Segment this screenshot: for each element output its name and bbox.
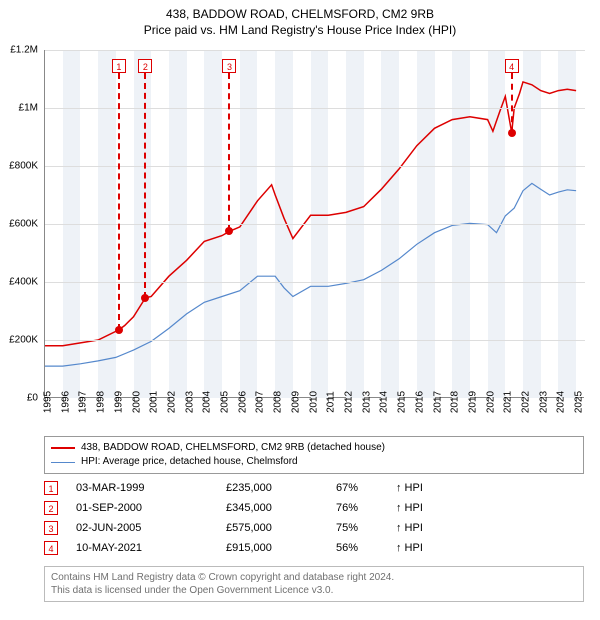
sale-row-hpi: ↑ HPI — [396, 482, 584, 494]
sale-marker-line — [118, 73, 120, 330]
legend-swatch — [51, 447, 75, 449]
sale-marker-box: 4 — [505, 59, 519, 73]
x-axis-label: 2023 — [538, 391, 549, 413]
title-line-1: 438, BADDOW ROAD, CHELMSFORD, CM2 9RB — [0, 6, 600, 22]
grid-line — [45, 340, 585, 341]
legend-swatch — [51, 462, 75, 463]
x-axis-label: 2005 — [220, 391, 231, 413]
y-axis-label: £400K — [0, 277, 38, 288]
sale-row-hpi: ↑ HPI — [396, 502, 584, 514]
x-axis-label: 2008 — [273, 391, 284, 413]
sale-marker-line — [144, 73, 146, 298]
legend-row: 438, BADDOW ROAD, CHELMSFORD, CM2 9RB (d… — [51, 441, 577, 455]
sale-row: 3 02-JUN-2005£575,00075%↑ HPI — [44, 518, 584, 538]
sale-row: 1 03-MAR-1999£235,00067%↑ HPI — [44, 478, 584, 498]
legend-row: HPI: Average price, detached house, Chel… — [51, 455, 577, 469]
x-axis-label: 2002 — [166, 391, 177, 413]
title-block: 438, BADDOW ROAD, CHELMSFORD, CM2 9RB Pr… — [0, 0, 600, 38]
sale-marker-line — [228, 73, 230, 231]
y-axis-label: £1.2M — [0, 45, 38, 56]
sale-row-number: 3 — [44, 521, 58, 535]
grid-line — [45, 108, 585, 109]
footer-line-1: Contains HM Land Registry data © Crown c… — [51, 571, 577, 584]
sale-marker-line — [511, 73, 513, 133]
y-axis-label: £200K — [0, 335, 38, 346]
y-axis-label: £800K — [0, 161, 38, 172]
sale-row-number: 2 — [44, 501, 58, 515]
x-axis-label: 1995 — [43, 391, 54, 413]
title-line-2: Price paid vs. HM Land Registry's House … — [0, 22, 600, 38]
grid-line — [45, 282, 585, 283]
x-axis-label: 2015 — [397, 391, 408, 413]
x-axis-label: 1997 — [78, 391, 89, 413]
chart-plot-area: £0£200K£400K£600K£800K£1M£1.2M1995199619… — [44, 50, 584, 398]
sale-row-number: 1 — [44, 481, 58, 495]
x-axis-label: 2003 — [184, 391, 195, 413]
y-axis-label: £600K — [0, 219, 38, 230]
x-axis-label: 2022 — [521, 391, 532, 413]
sale-row-hpi: ↑ HPI — [396, 522, 584, 534]
grid-line — [45, 166, 585, 167]
x-axis-label: 2009 — [290, 391, 301, 413]
sale-row-pct: 56% — [336, 542, 396, 554]
grid-line — [45, 224, 585, 225]
footer-attribution: Contains HM Land Registry data © Crown c… — [44, 566, 584, 602]
sale-row-price: £575,000 — [226, 522, 336, 534]
x-axis-label: 2013 — [361, 391, 372, 413]
x-axis-label: 2019 — [467, 391, 478, 413]
x-axis-label: 1999 — [113, 391, 124, 413]
sale-marker-box: 3 — [222, 59, 236, 73]
x-axis-label: 2006 — [237, 391, 248, 413]
series-line — [45, 183, 576, 366]
sale-row-date: 03-MAR-1999 — [76, 482, 226, 494]
x-axis-label: 2021 — [503, 391, 514, 413]
x-axis-label: 1996 — [60, 391, 71, 413]
x-axis-label: 2010 — [308, 391, 319, 413]
sale-marker-dot — [141, 294, 149, 302]
sale-row-date: 10-MAY-2021 — [76, 542, 226, 554]
x-axis-label: 2016 — [414, 391, 425, 413]
x-axis-label: 2018 — [450, 391, 461, 413]
x-axis-label: 2012 — [343, 391, 354, 413]
x-axis-label: 2014 — [379, 391, 390, 413]
footer-line-2: This data is licensed under the Open Gov… — [51, 584, 577, 597]
sale-row-price: £345,000 — [226, 502, 336, 514]
x-axis-label: 2024 — [556, 391, 567, 413]
sale-row-pct: 67% — [336, 482, 396, 494]
sale-row: 4 10-MAY-2021£915,00056%↑ HPI — [44, 538, 584, 558]
sale-row-pct: 75% — [336, 522, 396, 534]
sale-marker-box: 2 — [138, 59, 152, 73]
legend-label: HPI: Average price, detached house, Chel… — [81, 455, 298, 469]
sale-marker-dot — [508, 129, 516, 137]
sale-row-number: 4 — [44, 541, 58, 555]
sale-row: 2 01-SEP-2000£345,00076%↑ HPI — [44, 498, 584, 518]
sale-marker-box: 1 — [112, 59, 126, 73]
grid-line — [45, 50, 585, 51]
x-axis-label: 2011 — [326, 391, 337, 413]
sale-row-pct: 76% — [336, 502, 396, 514]
y-axis-label: £1M — [0, 103, 38, 114]
y-axis-label: £0 — [0, 393, 38, 404]
sale-marker-dot — [115, 326, 123, 334]
x-axis-label: 2025 — [574, 391, 585, 413]
x-axis-label: 2000 — [131, 391, 142, 413]
series-line — [45, 82, 576, 346]
sale-row-date: 01-SEP-2000 — [76, 502, 226, 514]
sale-row-price: £235,000 — [226, 482, 336, 494]
x-axis-label: 1998 — [96, 391, 107, 413]
sales-table: 103-MAR-1999£235,00067%↑ HPI201-SEP-2000… — [44, 478, 584, 558]
sale-row-price: £915,000 — [226, 542, 336, 554]
legend: 438, BADDOW ROAD, CHELMSFORD, CM2 9RB (d… — [44, 436, 584, 474]
sale-row-hpi: ↑ HPI — [396, 542, 584, 554]
sale-marker-dot — [225, 227, 233, 235]
chart-container: 438, BADDOW ROAD, CHELMSFORD, CM2 9RB Pr… — [0, 0, 600, 620]
x-axis-label: 2004 — [202, 391, 213, 413]
legend-label: 438, BADDOW ROAD, CHELMSFORD, CM2 9RB (d… — [81, 441, 385, 455]
x-axis-label: 2020 — [485, 391, 496, 413]
sale-row-date: 02-JUN-2005 — [76, 522, 226, 534]
x-axis-label: 2017 — [432, 391, 443, 413]
x-axis-label: 2007 — [255, 391, 266, 413]
x-axis-label: 2001 — [149, 391, 160, 413]
